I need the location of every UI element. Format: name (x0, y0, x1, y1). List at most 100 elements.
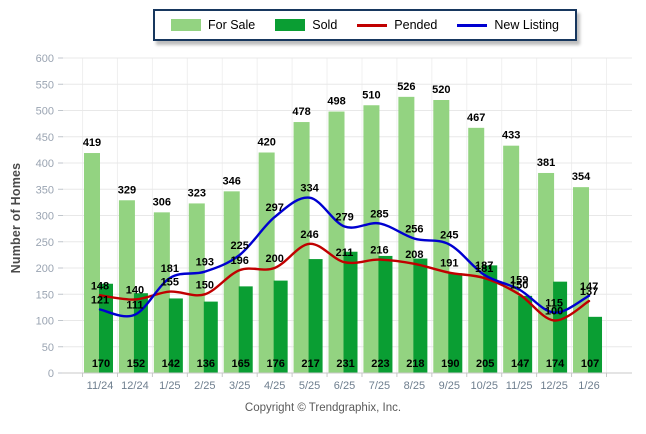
value-label-pended: 140 (126, 285, 144, 297)
legend-line-swatch-new-listing (457, 23, 488, 27)
value-label-new-listing: 285 (370, 208, 388, 220)
bar-sold (518, 295, 533, 373)
x-axis-tick-label: 11/25 (506, 380, 533, 392)
value-label-new-listing: 187 (475, 260, 493, 272)
x-axis-tick-label: 9/25 (439, 380, 460, 392)
value-label-sold: 165 (232, 358, 250, 370)
value-label-new-listing: 159 (510, 275, 528, 287)
value-label-pended: 148 (91, 280, 109, 292)
value-label-for-sale: 433 (502, 130, 520, 142)
value-label-pended: 208 (405, 249, 423, 261)
value-label-pended: 246 (300, 229, 318, 241)
value-label-for-sale: 419 (83, 137, 101, 149)
value-label-for-sale: 354 (572, 171, 591, 183)
x-axis-tick-label: 10/25 (470, 380, 498, 392)
x-axis-tick-label: 4/25 (264, 380, 285, 392)
x-axis-tick-label: 5/25 (299, 380, 320, 392)
value-label-sold: 107 (581, 358, 599, 370)
bar-for-sale (258, 152, 275, 373)
bar-for-sale (84, 153, 100, 373)
bar-sold (308, 259, 323, 373)
value-label-sold: 218 (406, 358, 424, 370)
y-axis-tick-label: 50 (42, 342, 54, 354)
legend-swatch-sold (275, 19, 306, 31)
value-label-new-listing: 297 (265, 202, 283, 214)
value-label-pended: 191 (440, 258, 458, 270)
value-label-new-listing: 115 (545, 298, 563, 310)
legend-item-new-listing: New Listing (457, 18, 559, 32)
x-axis-tick-label: 11/24 (87, 380, 114, 392)
bar-sold (483, 265, 498, 373)
value-label-sold: 147 (511, 358, 529, 370)
value-label-for-sale: 329 (118, 184, 136, 196)
value-label-new-listing: 225 (231, 240, 249, 252)
legend-item-pended: Pended (357, 18, 437, 32)
legend-label: New Listing (494, 18, 560, 32)
legend-label: Sold (312, 18, 338, 32)
x-axis-tick-label: 8/25 (404, 380, 425, 392)
x-axis-tick-label: 2/25 (194, 380, 215, 392)
bar-for-sale (468, 127, 485, 373)
chart-legend: For Sale Sold Pended New Listing (153, 9, 578, 41)
value-label-for-sale: 323 (188, 187, 206, 199)
value-label-pended: 155 (161, 277, 179, 289)
legend-label: For Sale (208, 18, 256, 32)
bar-sold (413, 258, 428, 373)
y-axis-tick-label: 100 (36, 316, 54, 328)
value-label-new-listing: 193 (196, 257, 214, 269)
value-label-pended: 150 (510, 279, 528, 291)
y-axis-tick-label: 550 (36, 79, 54, 91)
value-label-for-sale: 520 (432, 84, 450, 96)
y-axis-tick-label: 200 (36, 263, 54, 275)
value-label-for-sale: 498 (327, 96, 345, 108)
value-label-sold: 142 (162, 358, 180, 370)
value-label-new-listing: 111 (126, 300, 143, 312)
value-label-sold: 170 (92, 358, 110, 370)
pended-line (98, 242, 591, 322)
y-axis-tick-label: 400 (36, 158, 54, 170)
bar-sold (448, 273, 463, 373)
y-axis-tick-label: 600 (36, 53, 54, 65)
y-axis-tick-label: 150 (36, 289, 54, 301)
bar-for-sale (188, 203, 205, 373)
bar-sold (238, 286, 253, 373)
legend-label: Pended (394, 18, 438, 32)
value-label-new-listing: 181 (161, 263, 179, 275)
new-listing-line (98, 196, 591, 318)
value-label-for-sale: 346 (223, 175, 241, 187)
bar-for-sale (118, 200, 135, 373)
bar-sold (168, 298, 183, 373)
bar-for-sale (223, 191, 240, 373)
value-label-sold: 217 (301, 358, 319, 370)
value-label-pended: 150 (196, 279, 214, 291)
value-label-for-sale: 420 (257, 137, 275, 149)
value-label-new-listing: 256 (405, 224, 423, 236)
value-label-pended: 100 (545, 306, 563, 318)
bar-sold (99, 283, 113, 373)
x-axis-tick-label: 6/25 (334, 380, 355, 392)
x-axis-tick-label: 12/24 (121, 380, 149, 392)
bar-sold (588, 316, 603, 373)
bar-for-sale (363, 105, 380, 373)
value-label-for-sale: 510 (362, 89, 380, 101)
value-label-sold: 176 (266, 358, 284, 370)
y-axis-tick-label: 250 (36, 237, 54, 249)
bar-sold (378, 255, 393, 373)
legend-swatch-for-sale (171, 19, 201, 31)
value-label-new-listing: 334 (300, 183, 319, 195)
legend-line-swatch-pended (357, 23, 388, 27)
value-label-for-sale: 478 (292, 106, 310, 118)
bar-for-sale (538, 172, 555, 373)
x-axis-tick-label: 12/25 (540, 380, 568, 392)
y-axis-tick-label: 500 (36, 106, 54, 118)
copyright-text: Copyright © Trendgraphix, Inc. (244, 402, 402, 414)
value-label-for-sale: 306 (153, 196, 171, 208)
x-axis-tick-label: 3/25 (229, 380, 250, 392)
bar-sold (203, 301, 218, 373)
value-label-new-listing: 147 (580, 281, 598, 293)
y-axis-tick-label: 300 (36, 211, 54, 223)
value-label-sold: 190 (441, 358, 459, 370)
legend-item-for-sale: For Sale (171, 18, 255, 32)
